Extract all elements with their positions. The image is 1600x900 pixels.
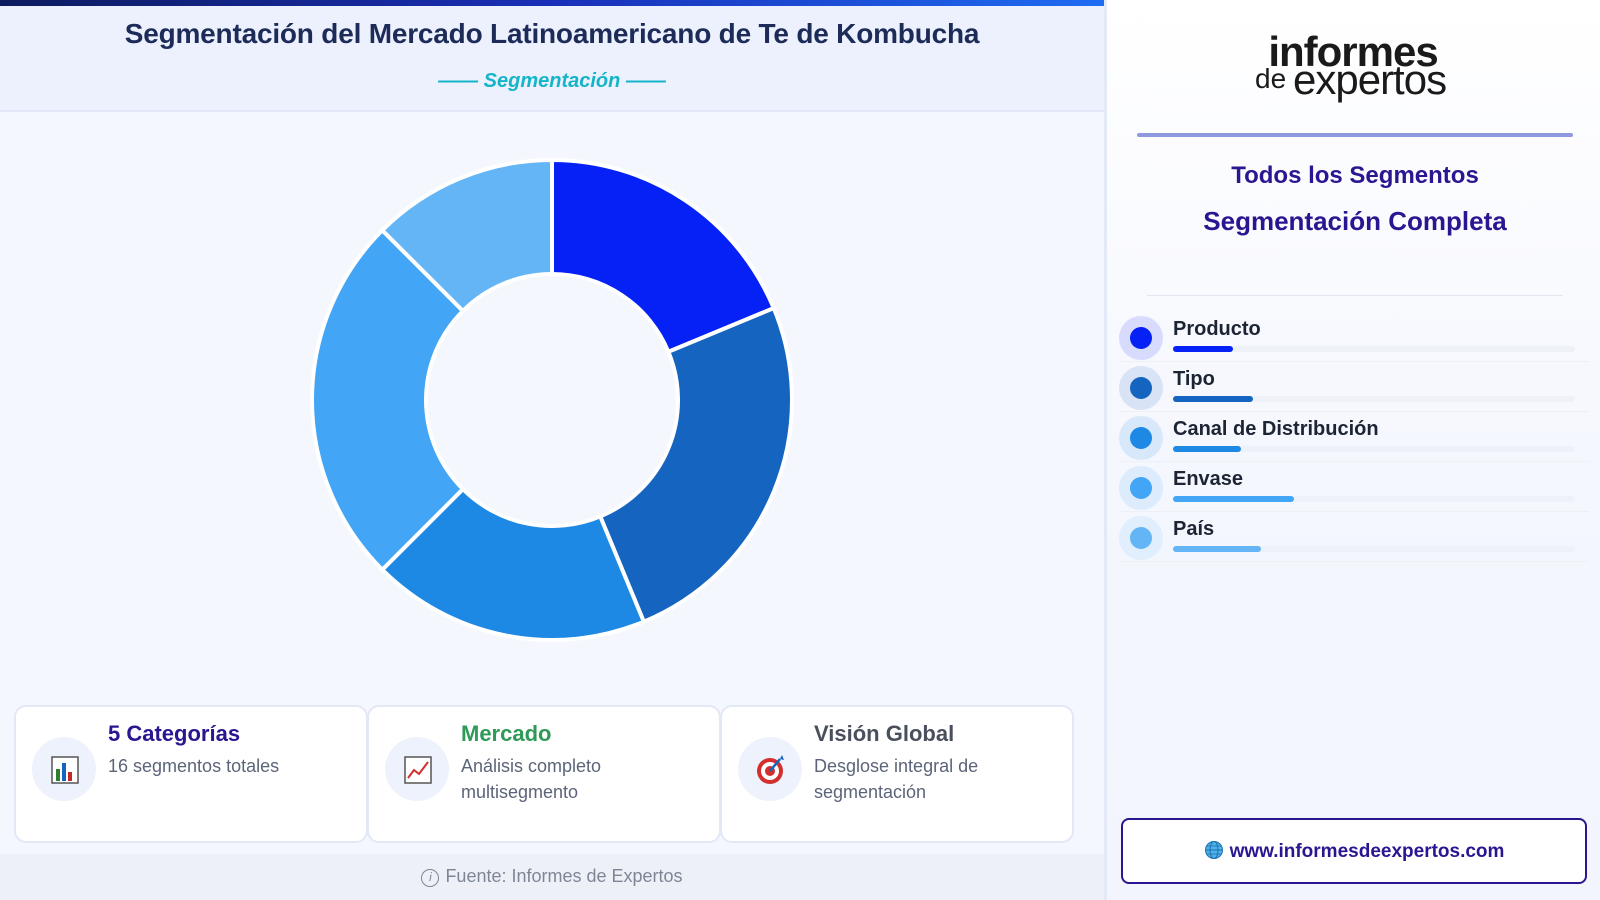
legend-bar-fill <box>1173 346 1234 352</box>
legend-bar-fill <box>1173 396 1254 402</box>
sidebar-heading: Todos los Segmentos <box>1231 162 1479 189</box>
legend-marker <box>1130 527 1152 549</box>
card-categories-title: 5 Categorías <box>108 721 241 746</box>
bar-chart-icon <box>32 737 96 801</box>
legend-item[interactable]: Canal de Distribución <box>1119 414 1589 462</box>
legend-marker <box>1130 427 1152 449</box>
info-icon: i <box>421 869 440 887</box>
top-accent-bar <box>0 0 1104 6</box>
line-chart-icon <box>385 737 449 801</box>
source-text: Fuente: Informes de Expertos <box>445 866 683 886</box>
legend-item[interactable]: Producto <box>1119 314 1589 362</box>
legend-marker <box>1130 327 1152 349</box>
card-market: Mercado Análisis completo multisegmento <box>367 705 721 843</box>
legend-label: País <box>1173 518 1215 540</box>
logo-line2-a: de <box>1255 63 1286 94</box>
legend-marker <box>1130 477 1152 499</box>
website-link[interactable]: www.informesdeexpertos.com <box>1121 818 1587 884</box>
legend-bar-fill <box>1173 496 1294 502</box>
card-global-title: Visión Global <box>814 721 955 746</box>
donut-slice-tipo[interactable] <box>597 305 794 625</box>
card-market-desc: Análisis completo multisegmento <box>461 756 602 802</box>
legend-bar-track <box>1173 546 1575 552</box>
legend-bar-fill <box>1173 446 1242 452</box>
main-panel: Segmentación del Mercado Latinoamericano… <box>0 0 1104 900</box>
legend-marker-bg <box>1119 466 1163 510</box>
legend-marker-bg <box>1119 316 1163 360</box>
legend-label: Tipo <box>1173 368 1215 390</box>
legend-bar-track <box>1173 346 1575 352</box>
card-categories: 5 Categorías 16 segmentos totales <box>14 705 368 843</box>
donut-chart <box>309 157 794 642</box>
legend-bar-track <box>1173 446 1575 452</box>
summary-cards: 5 Categorías 16 segmentos totales Mercad… <box>14 705 1090 843</box>
legend-marker-bg <box>1119 416 1163 460</box>
legend-label: Canal de Distribución <box>1173 418 1379 440</box>
legend-item[interactable]: Envase <box>1119 464 1589 512</box>
card-market-title: Mercado <box>461 721 552 746</box>
footer-source: i Fuente: Informes de Expertos <box>0 854 1104 900</box>
sidebar: informes de expertos Todos los Segmentos… <box>1104 0 1600 900</box>
donut-slice-producto[interactable] <box>550 157 777 355</box>
legend-label: Envase <box>1173 468 1244 490</box>
card-categories-desc: 16 segmentos totales <box>108 756 280 776</box>
website-url[interactable]: www.informesdeexpertos.com <box>1229 841 1505 862</box>
sidebar-divider <box>1137 133 1573 137</box>
brand-logo[interactable]: informes de expertos <box>1107 14 1600 114</box>
globe-icon <box>1204 841 1223 859</box>
donut-slice-envase[interactable] <box>309 227 466 573</box>
legend-marker-bg <box>1119 516 1163 560</box>
page-title: Segmentación del Mercado Latinoamericano… <box>124 18 980 49</box>
sidebar-thin-divider <box>1147 295 1563 296</box>
header: Segmentación del Mercado Latinoamericano… <box>0 6 1104 112</box>
legend-marker-bg <box>1119 366 1163 410</box>
donut-chart-container <box>0 114 1104 694</box>
card-global-view: Visión Global Desglose integral de segme… <box>720 705 1074 843</box>
donut-slice-pa-s[interactable] <box>379 157 554 314</box>
legend-item[interactable]: Tipo <box>1119 364 1589 412</box>
legend-item[interactable]: País <box>1119 514 1589 562</box>
page-subtitle: —— Segmentación —— <box>438 70 666 92</box>
legend-bar-fill <box>1173 546 1262 552</box>
legend-bar-track <box>1173 396 1575 402</box>
legend-bar-track <box>1173 496 1575 502</box>
card-global-desc: Desglose integral de segmentación <box>814 756 979 802</box>
legend-marker <box>1130 377 1152 399</box>
logo-line1: informes <box>1268 28 1437 75</box>
target-icon <box>738 737 802 801</box>
donut-slice-canal-de-distribuci-n[interactable] <box>379 486 647 642</box>
sidebar-subheading: Segmentación Completa <box>1203 206 1507 236</box>
logo-line2-b: expertos <box>1293 56 1446 103</box>
legend-label: Producto <box>1173 318 1261 340</box>
